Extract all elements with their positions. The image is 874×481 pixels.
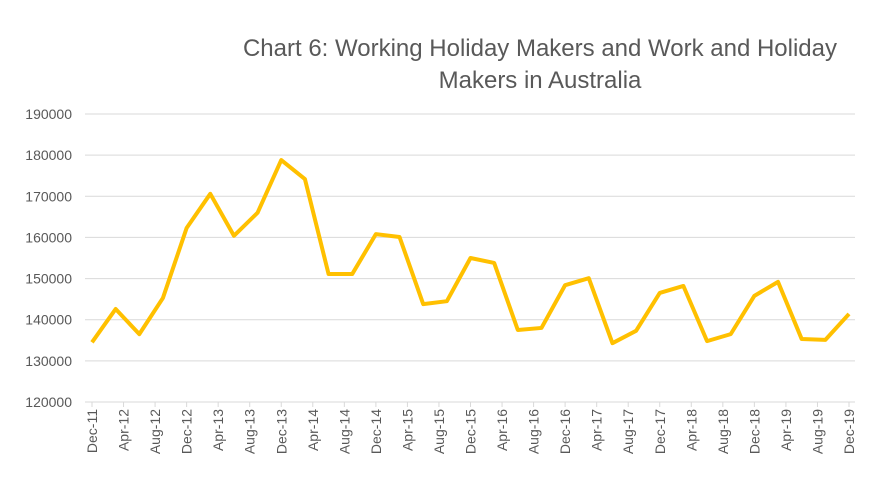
x-tick-label: Apr-14: [305, 409, 321, 451]
x-tick-label: Dec-15: [463, 409, 479, 454]
chart-title: Chart 6: Working Holiday Makers and Work…: [243, 35, 837, 62]
y-tick-label: 150000: [25, 271, 72, 287]
x-tick-label: Dec-18: [746, 409, 762, 454]
x-tick-label: Aug-12: [147, 409, 163, 454]
x-tick-label: Dec-16: [557, 409, 573, 454]
x-tick-label: Aug-18: [715, 409, 731, 454]
x-tick-label: Dec-11: [84, 409, 100, 453]
y-tick-label: 120000: [25, 394, 72, 410]
x-tick-label: Aug-16: [526, 409, 542, 454]
x-tick-label: Aug-19: [809, 409, 825, 454]
x-tick-label: Aug-17: [620, 409, 636, 454]
chart-title: Makers in Australia: [439, 67, 642, 94]
x-tick-label: Apr-17: [589, 409, 605, 451]
data-line: [90, 158, 851, 346]
x-tick-label: Dec-13: [273, 409, 289, 454]
x-tick-label: Apr-19: [778, 409, 794, 451]
x-tick-label: Apr-13: [210, 409, 226, 451]
x-tick-label: Aug-15: [431, 409, 447, 454]
x-tick-label: Apr-15: [399, 409, 415, 451]
y-tick-label: 130000: [25, 353, 72, 369]
y-tick-label: 180000: [25, 147, 72, 163]
y-tick-label: 170000: [25, 188, 72, 204]
x-tick-label: Dec-19: [841, 409, 857, 454]
x-tick-label: Apr-18: [683, 409, 699, 451]
x-tick-label: Dec-14: [368, 409, 384, 454]
y-tick-label: 140000: [25, 312, 72, 328]
y-tick-label: 160000: [25, 229, 72, 245]
x-tick-label: Dec-17: [652, 409, 668, 454]
x-tick-label: Aug-13: [242, 409, 258, 454]
x-tick-label: Dec-12: [179, 409, 195, 454]
y-tick-label: 190000: [25, 106, 72, 122]
x-tick-label: Aug-14: [336, 409, 352, 454]
x-tick-label: Apr-12: [116, 409, 132, 451]
x-tick-label: Apr-16: [494, 409, 510, 451]
